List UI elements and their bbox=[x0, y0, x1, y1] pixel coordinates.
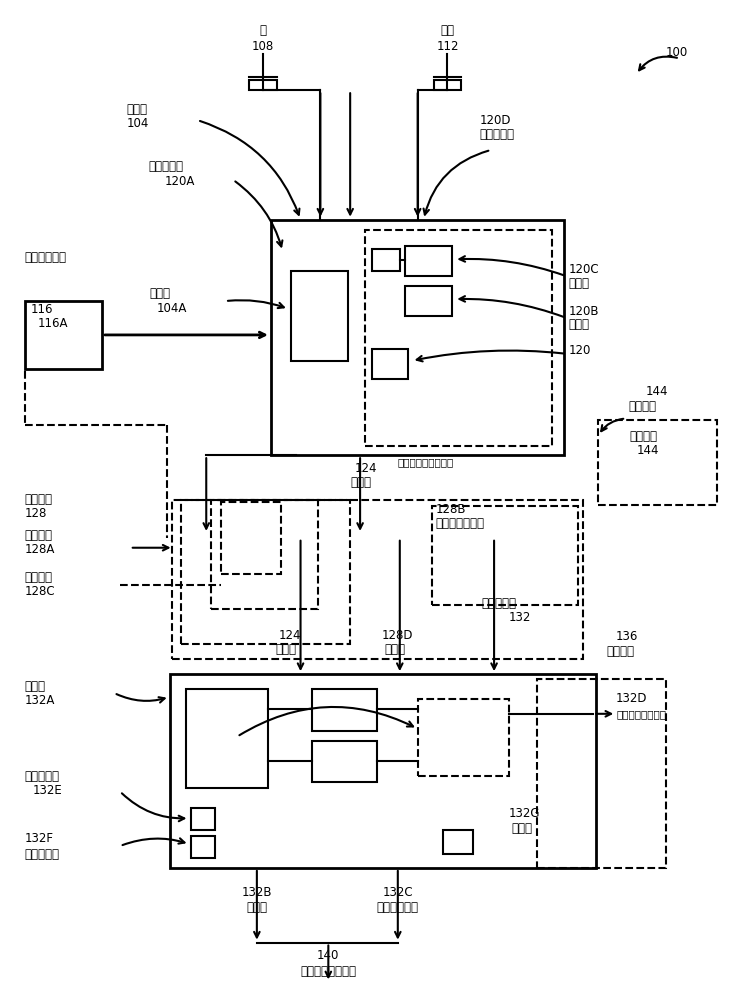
Text: 定时器: 定时器 bbox=[511, 822, 532, 835]
Text: 100: 100 bbox=[666, 46, 688, 59]
Text: 主控制器: 主控制器 bbox=[629, 430, 657, 443]
Text: 溶剂: 溶剂 bbox=[440, 24, 455, 37]
Text: 116A: 116A bbox=[37, 317, 68, 330]
Text: 混合物: 混合物 bbox=[276, 643, 297, 656]
Text: 抽真空系统: 抽真空系统 bbox=[481, 597, 516, 610]
Text: 124: 124 bbox=[355, 462, 378, 475]
Text: 致动器: 致动器 bbox=[384, 643, 405, 656]
Text: 132: 132 bbox=[509, 611, 531, 624]
Text: 108: 108 bbox=[251, 40, 274, 53]
FancyBboxPatch shape bbox=[191, 836, 215, 858]
Text: 128D: 128D bbox=[382, 629, 414, 642]
Text: 液体磺酰亚胺锂盐: 液体磺酰亚胺锂盐 bbox=[301, 965, 356, 978]
Text: 124: 124 bbox=[279, 629, 301, 642]
Text: 致动器: 致动器 bbox=[568, 277, 589, 290]
Text: 过滤系统控制器: 过滤系统控制器 bbox=[435, 517, 484, 530]
Text: 120A: 120A bbox=[164, 175, 195, 188]
Text: 128C: 128C bbox=[25, 585, 55, 598]
Text: 主控制器: 主控制器 bbox=[628, 400, 656, 413]
Text: 温度传感器: 温度传感器 bbox=[25, 848, 60, 861]
Text: 120B: 120B bbox=[568, 305, 599, 318]
Text: 120C: 120C bbox=[568, 263, 599, 276]
Text: 惰性气体系统: 惰性气体系统 bbox=[25, 251, 67, 264]
FancyBboxPatch shape bbox=[434, 80, 461, 90]
FancyBboxPatch shape bbox=[312, 741, 377, 782]
Text: 混合器: 混合器 bbox=[150, 287, 170, 300]
Text: 132C: 132C bbox=[382, 886, 413, 899]
Text: 128: 128 bbox=[25, 507, 47, 520]
Text: 抽真空系统控制器: 抽真空系统控制器 bbox=[616, 709, 666, 719]
Text: 过滤系统: 过滤系统 bbox=[25, 493, 53, 506]
Text: 游离溶剂: 游离溶剂 bbox=[606, 645, 634, 658]
Text: 真空泵: 真空泵 bbox=[246, 901, 267, 914]
Text: 压力传感器: 压力传感器 bbox=[25, 770, 60, 783]
Text: 132G: 132G bbox=[509, 807, 540, 820]
Text: 144: 144 bbox=[637, 444, 659, 457]
FancyBboxPatch shape bbox=[170, 674, 596, 868]
FancyBboxPatch shape bbox=[25, 301, 102, 369]
Text: 132B: 132B bbox=[242, 886, 272, 899]
FancyBboxPatch shape bbox=[372, 249, 400, 271]
FancyBboxPatch shape bbox=[249, 80, 277, 90]
Text: 120D: 120D bbox=[479, 114, 510, 127]
Text: 128B: 128B bbox=[435, 503, 466, 516]
FancyBboxPatch shape bbox=[187, 689, 268, 788]
Text: 132E: 132E bbox=[33, 784, 62, 797]
Text: 120: 120 bbox=[568, 344, 591, 357]
Text: 混合物温度控制系统: 混合物温度控制系统 bbox=[398, 457, 454, 467]
FancyBboxPatch shape bbox=[372, 349, 408, 379]
Text: 反应器: 反应器 bbox=[126, 103, 148, 116]
Text: 132F: 132F bbox=[25, 832, 54, 845]
Text: 132A: 132A bbox=[25, 694, 55, 707]
FancyBboxPatch shape bbox=[405, 246, 452, 276]
Text: 真空室: 真空室 bbox=[25, 680, 45, 693]
Text: 144: 144 bbox=[646, 385, 668, 398]
FancyBboxPatch shape bbox=[405, 286, 452, 316]
FancyBboxPatch shape bbox=[443, 830, 473, 854]
FancyBboxPatch shape bbox=[291, 271, 348, 361]
Text: 104A: 104A bbox=[157, 302, 187, 315]
Text: 温度传感器: 温度传感器 bbox=[149, 160, 184, 173]
Text: 盐: 盐 bbox=[260, 24, 266, 37]
Text: 136: 136 bbox=[616, 630, 638, 643]
FancyBboxPatch shape bbox=[191, 808, 215, 830]
Text: 混合物: 混合物 bbox=[350, 476, 371, 489]
FancyBboxPatch shape bbox=[271, 220, 563, 455]
Text: 140: 140 bbox=[317, 949, 339, 962]
Text: 温度控制系统: 温度控制系统 bbox=[376, 901, 419, 914]
Text: 104: 104 bbox=[126, 117, 150, 130]
Text: 128A: 128A bbox=[25, 543, 55, 556]
Text: 132D: 132D bbox=[616, 692, 648, 705]
Text: 散热器: 散热器 bbox=[568, 318, 589, 331]
Text: 测量装置: 测量装置 bbox=[25, 571, 53, 584]
Text: 112: 112 bbox=[436, 40, 459, 53]
Text: 过滤设备: 过滤设备 bbox=[25, 529, 53, 542]
Text: 温度控制器: 温度控制器 bbox=[479, 128, 514, 141]
FancyBboxPatch shape bbox=[312, 689, 377, 731]
Text: 116: 116 bbox=[31, 303, 53, 316]
